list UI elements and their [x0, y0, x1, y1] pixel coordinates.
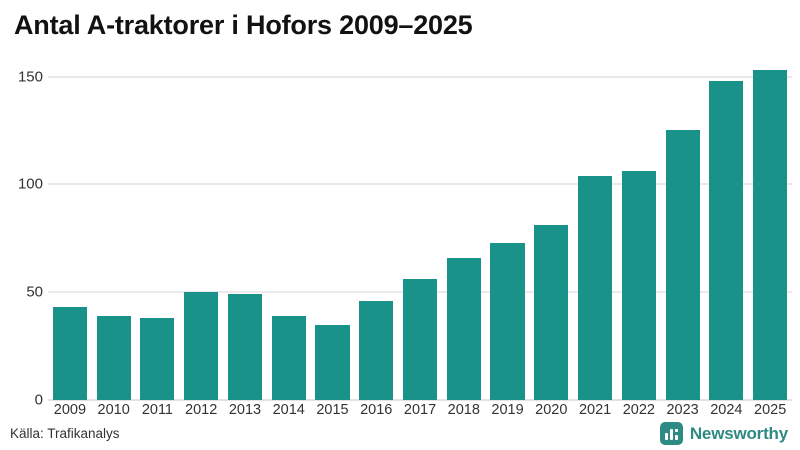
bar-slot — [617, 55, 661, 400]
bar-slot — [48, 55, 92, 400]
x-tick-label: 2023 — [666, 402, 699, 418]
x-tick-label: 2021 — [578, 402, 612, 418]
plot-canvas — [48, 55, 792, 401]
y-tick-label: 150 — [17, 68, 43, 86]
bar-slot — [573, 55, 617, 400]
x-tick-label: 2016 — [360, 402, 393, 418]
brand-label: Newsworthy — [689, 423, 788, 443]
source-note: Källa: Trafikanalys — [10, 426, 120, 441]
chart-title: Antal A-traktorer i Hofors 2009–2025 — [14, 10, 473, 40]
bar — [446, 257, 481, 400]
x-tick-label: 2018 — [447, 402, 480, 418]
bar — [184, 292, 219, 400]
bar-slot — [704, 55, 748, 400]
bar — [96, 315, 131, 400]
x-tick-label: 2019 — [491, 402, 524, 418]
gridline — [48, 183, 792, 186]
bar — [402, 279, 438, 400]
y-tick-label: 0 — [34, 391, 43, 409]
x-axis: 2009 2010 2011 2012 2013 2014 2015 2016 2017 2018… — [48, 402, 792, 418]
x-tick-label: 2025 — [754, 402, 787, 418]
bar-slot — [354, 55, 398, 400]
bar — [227, 294, 262, 400]
bar — [621, 171, 656, 400]
y-tick-label: 100 — [17, 175, 43, 193]
x-tick-label: 2015 — [316, 402, 349, 418]
bar — [578, 175, 613, 400]
bar — [709, 80, 744, 400]
bar-slot — [267, 55, 311, 400]
bar — [271, 315, 306, 400]
bar-slot — [136, 55, 180, 400]
bar-slot — [529, 55, 573, 400]
gridline — [48, 75, 792, 78]
bar — [140, 318, 175, 400]
x-tick-label: 2010 — [97, 402, 130, 418]
bar-slot — [661, 55, 705, 400]
x-tick-label: 2012 — [185, 402, 218, 418]
bar-slot — [223, 55, 267, 400]
bar-slot — [311, 55, 355, 400]
bar-slot — [748, 55, 792, 400]
bar-series — [48, 55, 792, 400]
x-tick-label: 2013 — [228, 402, 262, 418]
newsworthy-logo: Newsworthy — [659, 422, 788, 445]
bar — [52, 307, 87, 400]
x-tick-label: 2020 — [535, 402, 568, 418]
x-tick-label: 2009 — [53, 402, 87, 418]
bar-slot — [92, 55, 136, 400]
plot-area: 0 50 100 150 — [0, 55, 800, 409]
bar — [534, 225, 569, 400]
bar — [665, 130, 700, 400]
bar-slot — [398, 55, 442, 400]
y-tick-label: 50 — [26, 283, 43, 301]
axis-baseline — [48, 399, 792, 401]
bar — [359, 300, 394, 400]
bar-slot — [486, 55, 530, 400]
x-tick-label: 2011 — [141, 402, 173, 418]
bar-slot — [179, 55, 223, 400]
bar — [490, 242, 525, 400]
bar — [753, 70, 788, 400]
bar-slot — [442, 55, 486, 400]
x-tick-label: 2022 — [622, 402, 655, 418]
x-tick-label: 2024 — [710, 402, 743, 418]
bar-chart-icon — [659, 422, 683, 445]
bar — [315, 324, 350, 400]
x-tick-label: 2017 — [403, 402, 437, 418]
y-axis: 0 50 100 150 — [0, 55, 48, 408]
chart-footer: Källa: Trafikanalys Newsworthy — [0, 420, 800, 450]
x-tick-label: 2014 — [272, 402, 305, 418]
